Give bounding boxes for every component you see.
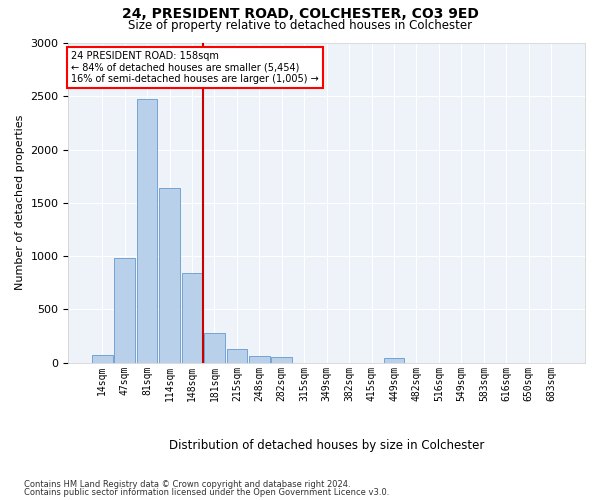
Text: Contains HM Land Registry data © Crown copyright and database right 2024.: Contains HM Land Registry data © Crown c… [24,480,350,489]
Bar [204,334,225,362]
Text: 24, PRESIDENT ROAD, COLCHESTER, CO3 9ED: 24, PRESIDENT ROAD, COLCHESTER, CO3 9ED [122,8,478,22]
Bar [159,188,180,362]
Text: Contains public sector information licensed under the Open Government Licence v3: Contains public sector information licen… [24,488,389,497]
Bar [249,356,269,362]
Bar [182,273,202,362]
Y-axis label: Number of detached properties: Number of detached properties [15,115,25,290]
Bar [115,258,135,362]
Text: Size of property relative to detached houses in Colchester: Size of property relative to detached ho… [128,19,472,32]
X-axis label: Distribution of detached houses by size in Colchester: Distribution of detached houses by size … [169,440,484,452]
Bar [92,355,113,362]
Bar [271,356,292,362]
Bar [384,358,404,362]
Bar [227,348,247,362]
Text: 24 PRESIDENT ROAD: 158sqm
← 84% of detached houses are smaller (5,454)
16% of se: 24 PRESIDENT ROAD: 158sqm ← 84% of detac… [71,51,319,84]
Bar [137,100,157,362]
